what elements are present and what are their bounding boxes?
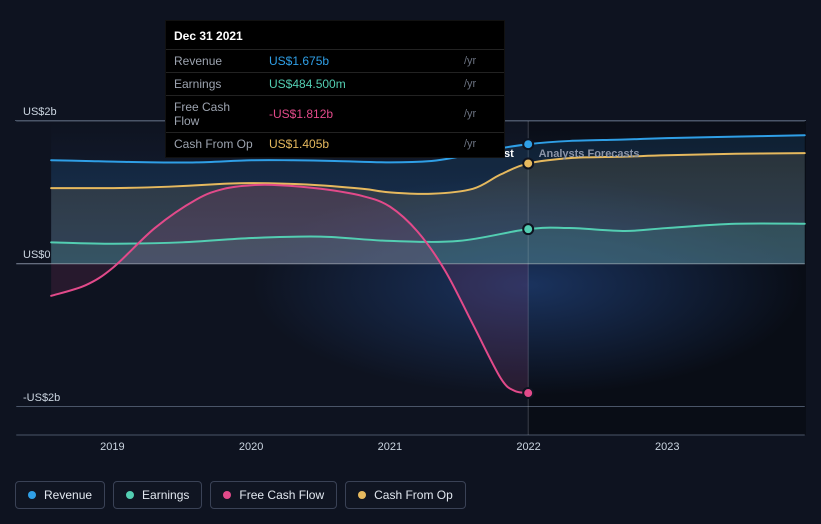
- chart-svg: [15, 121, 806, 435]
- tooltip-row-unit: /yr: [464, 96, 504, 133]
- legend-item-cash-from-op[interactable]: Cash From Op: [345, 481, 466, 509]
- legend-item-earnings[interactable]: Earnings: [113, 481, 202, 509]
- y-axis-label: -US$2b: [23, 392, 60, 404]
- tooltip-table: RevenueUS$1.675b/yrEarningsUS$484.500m/y…: [166, 49, 504, 155]
- tooltip-row: RevenueUS$1.675b/yr: [166, 50, 504, 73]
- legend-item-revenue[interactable]: Revenue: [15, 481, 105, 509]
- y-axis-label: US$2b: [23, 106, 57, 118]
- tooltip-row-unit: /yr: [464, 133, 504, 156]
- tooltip-row-unit: /yr: [464, 73, 504, 96]
- chart-legend: Revenue Earnings Free Cash Flow Cash From O…: [15, 481, 466, 509]
- tooltip-row: Cash From OpUS$1.405b/yr: [166, 133, 504, 156]
- tooltip-row-value: US$1.675b: [261, 50, 464, 73]
- tooltip-row: Free Cash Flow-US$1.812b/yr: [166, 96, 504, 133]
- tooltip-row-label: Revenue: [166, 50, 261, 73]
- legend-dot-icon: [28, 491, 36, 499]
- legend-item-label: Cash From Op: [374, 488, 453, 502]
- tooltip-row-value: US$1.405b: [261, 133, 464, 156]
- tooltip-date: Dec 31 2021: [166, 23, 504, 49]
- tooltip-row-label: Earnings: [166, 73, 261, 96]
- chart-area[interactable]: [15, 120, 806, 435]
- tooltip-row-unit: /yr: [464, 50, 504, 73]
- chart-tooltip: Dec 31 2021 RevenueUS$1.675b/yrEarningsU…: [165, 20, 505, 158]
- tooltip-row-value: US$484.500m: [261, 73, 464, 96]
- x-axis-label: 2021: [378, 441, 402, 453]
- region-label-future: Analysts Forecasts: [539, 148, 640, 160]
- legend-item-label: Revenue: [44, 488, 92, 502]
- legend-item-free-cash-flow[interactable]: Free Cash Flow: [210, 481, 337, 509]
- tooltip-row: EarningsUS$484.500m/yr: [166, 73, 504, 96]
- x-axis-label: 2022: [516, 441, 540, 453]
- y-axis-label: US$0: [23, 249, 51, 261]
- x-axis-label: 2023: [655, 441, 679, 453]
- legend-dot-icon: [358, 491, 366, 499]
- legend-dot-icon: [126, 491, 134, 499]
- legend-item-label: Free Cash Flow: [239, 488, 324, 502]
- tooltip-row-label: Cash From Op: [166, 133, 261, 156]
- x-axis-label: 2019: [100, 441, 124, 453]
- tooltip-row-value: -US$1.812b: [261, 96, 464, 133]
- x-axis-label: 2020: [239, 441, 263, 453]
- legend-item-label: Earnings: [142, 488, 189, 502]
- tooltip-row-label: Free Cash Flow: [166, 96, 261, 133]
- legend-dot-icon: [223, 491, 231, 499]
